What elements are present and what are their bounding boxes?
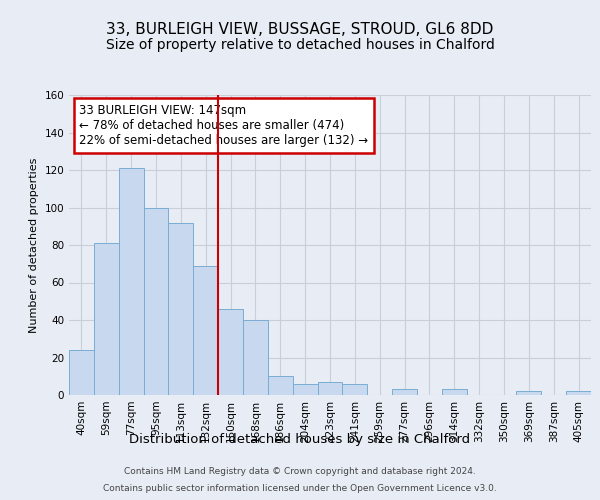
Text: Size of property relative to detached houses in Chalford: Size of property relative to detached ho… [106,38,494,52]
Bar [94,243,119,395]
Bar [317,382,343,395]
Bar [243,320,268,395]
Bar [268,376,293,395]
Bar [293,384,317,395]
Text: Distribution of detached houses by size in Chalford: Distribution of detached houses by size … [130,432,470,446]
Bar [517,391,541,395]
Bar [442,390,467,395]
Text: Contains public sector information licensed under the Open Government Licence v3: Contains public sector information licen… [103,484,497,493]
Bar [69,350,94,395]
Bar [119,168,143,395]
Bar [193,266,218,395]
Text: 33 BURLEIGH VIEW: 147sqm
← 78% of detached houses are smaller (474)
22% of semi-: 33 BURLEIGH VIEW: 147sqm ← 78% of detach… [79,104,368,147]
Text: Contains HM Land Registry data © Crown copyright and database right 2024.: Contains HM Land Registry data © Crown c… [124,468,476,476]
Bar [143,208,169,395]
Bar [566,391,591,395]
Bar [392,390,417,395]
Bar [169,222,193,395]
Y-axis label: Number of detached properties: Number of detached properties [29,158,39,332]
Bar [218,308,243,395]
Text: 33, BURLEIGH VIEW, BUSSAGE, STROUD, GL6 8DD: 33, BURLEIGH VIEW, BUSSAGE, STROUD, GL6 … [106,22,494,38]
Bar [343,384,367,395]
